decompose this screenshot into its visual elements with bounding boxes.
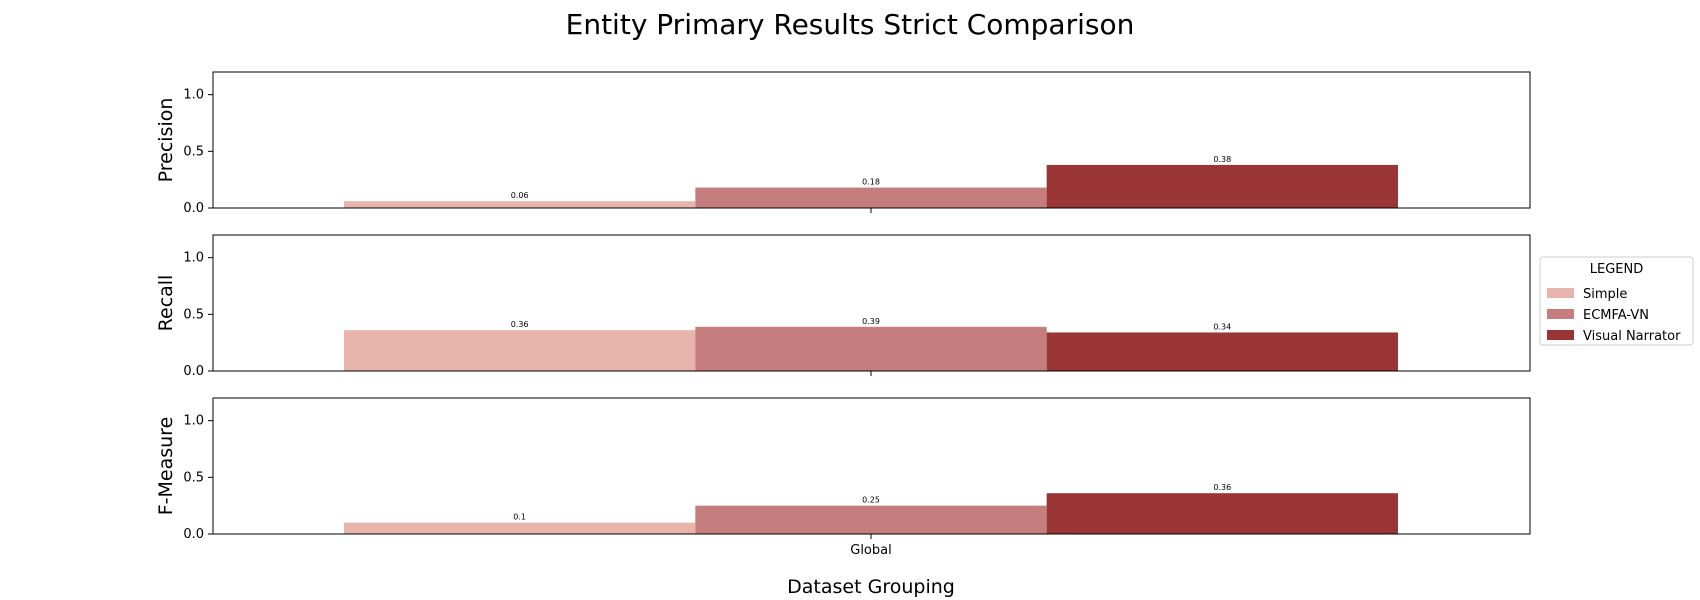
legend-frame — [1539, 256, 1694, 346]
data-label: 0.38 — [1213, 155, 1231, 164]
y-tick-label: 0.0 — [183, 527, 204, 542]
x-tick-label: Global — [850, 543, 891, 558]
data-label: 0.36 — [1213, 483, 1231, 492]
legend-entry: ECMFA-VN — [1583, 308, 1649, 323]
bar-f-measure-3 — [1046, 493, 1398, 534]
data-label: 0.39 — [862, 317, 880, 326]
y-tick-label: 0.5 — [183, 470, 204, 485]
legend-entry: Simple — [1583, 287, 1627, 302]
data-label: 0.34 — [1213, 322, 1231, 331]
panel-recall: 0.36 0.39 0.34 0.0 0.5 1.0 Recall — [155, 234, 1531, 379]
bar-precision-2 — [695, 187, 1047, 208]
y-tick-label: 1.0 — [183, 251, 204, 266]
y-tick-label: 0.5 — [183, 144, 204, 159]
y-axis-label: Precision — [155, 98, 177, 183]
bar-f-measure-1 — [344, 522, 696, 534]
y-tick-label: 1.0 — [183, 414, 204, 429]
legend-swatch — [1547, 288, 1574, 298]
bar-precision-1 — [344, 201, 696, 208]
legend: LEGEND Simple ECMFA-VN Visual Narrator — [1539, 256, 1694, 346]
y-axis-label: Recall — [155, 275, 177, 332]
y-tick-label: 1.0 — [183, 88, 204, 103]
panel-precision: 0.06 0.18 0.38 0.0 0.5 1.0 Precision — [155, 71, 1531, 216]
bar-recall-3 — [1046, 332, 1398, 371]
bar-recall-1 — [344, 330, 696, 371]
data-label: 0.06 — [511, 191, 529, 200]
y-tick-label: 0.5 — [183, 307, 204, 322]
legend-swatch — [1547, 330, 1574, 340]
chart-title: Entity Primary Results Strict Comparison — [566, 8, 1135, 41]
y-axis-label: F-Measure — [155, 417, 177, 516]
data-label: 0.36 — [511, 320, 529, 329]
legend-title: LEGEND — [1590, 262, 1643, 277]
bar-f-measure-2 — [695, 505, 1047, 534]
x-axis-label: Dataset Grouping — [787, 576, 955, 598]
bar-recall-2 — [695, 326, 1047, 371]
legend-entry: Visual Narrator — [1583, 329, 1681, 344]
data-label: 0.25 — [862, 496, 880, 505]
y-tick-label: 0.0 — [183, 201, 204, 216]
data-label: 0.1 — [513, 513, 526, 522]
y-tick-label: 0.0 — [183, 364, 204, 379]
legend-swatch — [1547, 309, 1574, 319]
data-label: 0.18 — [862, 178, 880, 187]
bar-precision-3 — [1046, 164, 1398, 208]
panel-f-measure: 0.1 0.25 0.36 0.0 0.5 1.0 F-Measure — [155, 397, 1531, 542]
